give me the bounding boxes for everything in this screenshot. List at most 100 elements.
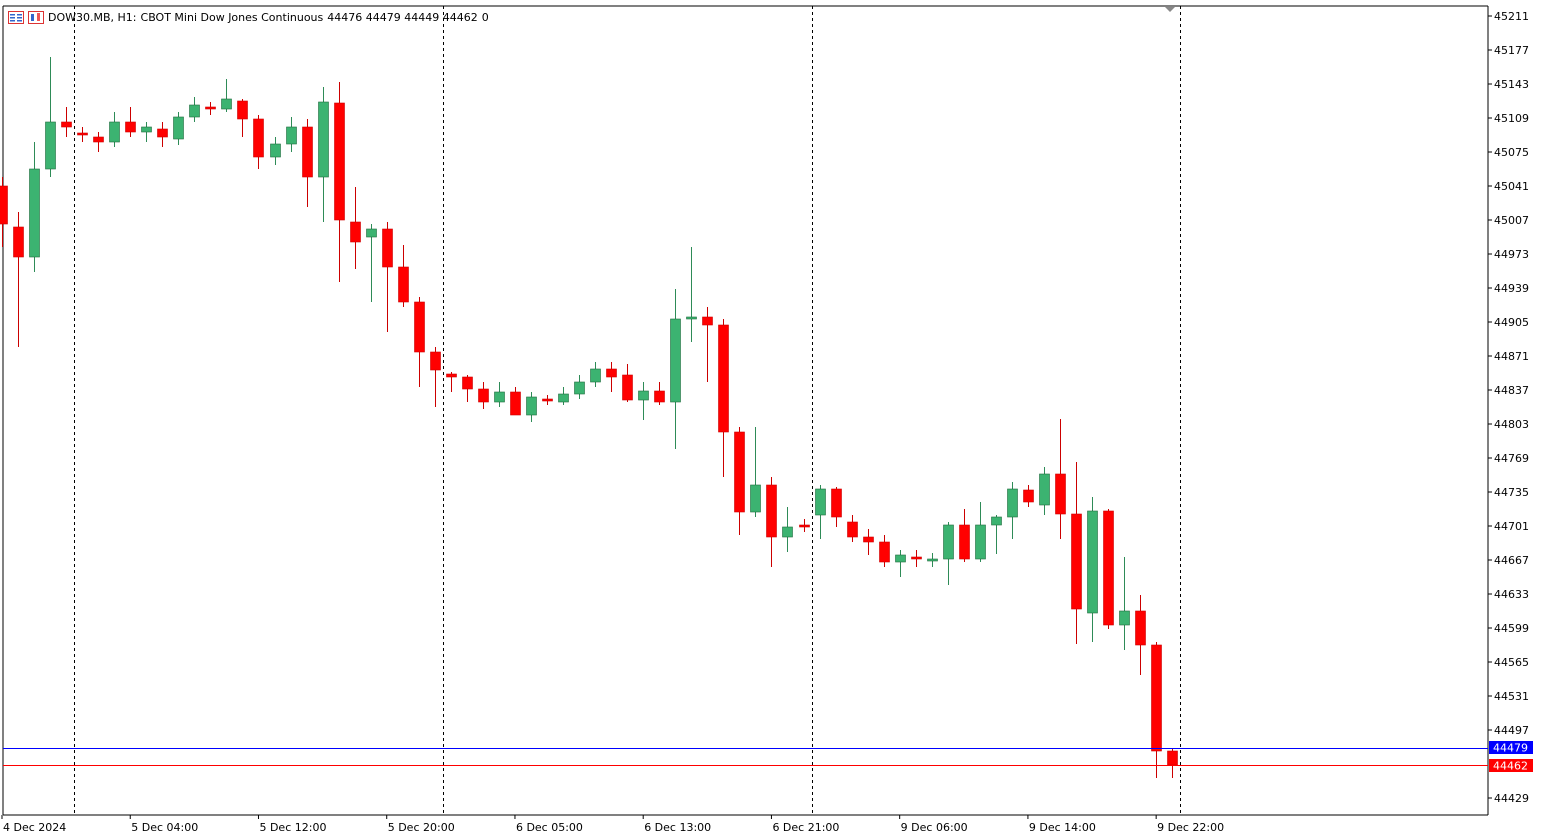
candle[interactable] [991, 515, 1002, 554]
candle-body-bear [718, 324, 729, 433]
candle[interactable] [702, 307, 713, 382]
candle[interactable] [350, 187, 361, 269]
candle-body-bull [189, 104, 200, 118]
candle[interactable] [398, 245, 409, 307]
candle[interactable] [221, 79, 232, 112]
candle[interactable] [270, 137, 281, 165]
candle[interactable] [879, 535, 890, 567]
candle-body-bear [125, 121, 136, 133]
candle[interactable] [590, 362, 601, 387]
candle[interactable] [205, 102, 216, 115]
candle[interactable] [1023, 485, 1034, 507]
candle[interactable] [157, 122, 168, 147]
candle[interactable] [558, 387, 569, 405]
candle[interactable] [366, 224, 377, 302]
candle[interactable] [766, 477, 777, 567]
candle[interactable] [686, 247, 697, 342]
one-click-trading-icon[interactable] [28, 11, 44, 24]
candle[interactable] [1135, 595, 1146, 675]
candle[interactable] [253, 115, 264, 169]
candle[interactable] [173, 112, 184, 145]
candle[interactable] [1087, 497, 1098, 642]
candle[interactable] [77, 127, 88, 142]
candle[interactable] [542, 395, 553, 405]
candle-body-bear [430, 351, 441, 371]
candle[interactable] [1167, 748, 1178, 778]
candle[interactable] [0, 177, 8, 247]
candle[interactable] [189, 97, 200, 122]
candle[interactable] [237, 99, 248, 137]
candle[interactable] [462, 375, 473, 402]
candle[interactable] [478, 382, 489, 409]
candle[interactable] [286, 117, 297, 152]
candle[interactable] [815, 485, 826, 539]
trade-panel-icon[interactable] [8, 11, 24, 24]
candle[interactable] [911, 550, 922, 567]
candle[interactable] [847, 515, 858, 542]
candle-body-bull [109, 121, 120, 143]
candle[interactable] [927, 553, 938, 567]
candle[interactable] [734, 427, 745, 535]
candle-body-bear [734, 431, 745, 513]
candle[interactable] [45, 57, 56, 177]
candle-body-bear [93, 136, 104, 143]
symbol-description: CBOT Mini Dow Jones Continuous [140, 11, 324, 24]
candle[interactable] [943, 522, 954, 585]
candle[interactable] [302, 119, 313, 207]
candle[interactable] [1103, 509, 1114, 629]
candle[interactable] [13, 212, 24, 347]
candle-body-bull [558, 393, 569, 403]
candle[interactable] [1151, 642, 1162, 778]
candle-body-bull [1007, 488, 1018, 518]
candle[interactable] [799, 519, 810, 532]
candle[interactable] [863, 529, 874, 555]
y-tick-label: 44667 [1494, 554, 1529, 567]
candle[interactable] [1055, 419, 1066, 539]
x-tick-label: 6 Dec 05:00 [516, 821, 583, 834]
candle-body-bear [879, 541, 890, 563]
candle[interactable] [638, 382, 649, 420]
candle[interactable] [750, 427, 761, 517]
candle[interactable] [895, 550, 906, 577]
candle[interactable] [93, 132, 104, 152]
candle[interactable] [654, 382, 665, 405]
chart-shift-marker[interactable] [1165, 7, 1175, 12]
candle[interactable] [1007, 482, 1018, 539]
x-tick-label: 9 Dec 06:00 [901, 821, 968, 834]
candle-body-bear [237, 100, 248, 120]
candle[interactable] [606, 362, 617, 392]
candle[interactable] [125, 107, 136, 137]
candle[interactable] [446, 372, 457, 392]
candle[interactable] [975, 502, 986, 562]
candle[interactable] [831, 487, 842, 527]
candle[interactable] [141, 122, 152, 142]
candle[interactable] [382, 222, 393, 332]
candle[interactable] [670, 289, 681, 449]
candle[interactable] [574, 375, 585, 399]
candle[interactable] [1039, 467, 1050, 515]
candle-body-bull [638, 390, 649, 401]
candle[interactable] [414, 297, 425, 387]
candle[interactable] [61, 107, 72, 137]
candle[interactable] [109, 112, 120, 147]
candle[interactable] [318, 87, 329, 222]
candle[interactable] [494, 382, 505, 407]
candle-body-bear [1151, 644, 1162, 752]
candle[interactable] [1071, 462, 1082, 644]
y-tick-label: 45143 [1494, 78, 1529, 91]
candle[interactable] [526, 392, 537, 422]
candle[interactable] [510, 387, 521, 416]
candle[interactable] [718, 319, 729, 477]
candle[interactable] [622, 364, 633, 402]
candle[interactable] [430, 347, 441, 407]
candle-body-bull [29, 168, 40, 258]
candle[interactable] [334, 82, 345, 282]
candle[interactable] [1119, 557, 1130, 650]
candle[interactable] [782, 507, 793, 552]
candle[interactable] [29, 142, 40, 272]
x-tick-label: 9 Dec 14:00 [1029, 821, 1096, 834]
ohlc-values: 44476 44479 44449 44462 [327, 11, 478, 24]
candle[interactable] [959, 509, 970, 562]
